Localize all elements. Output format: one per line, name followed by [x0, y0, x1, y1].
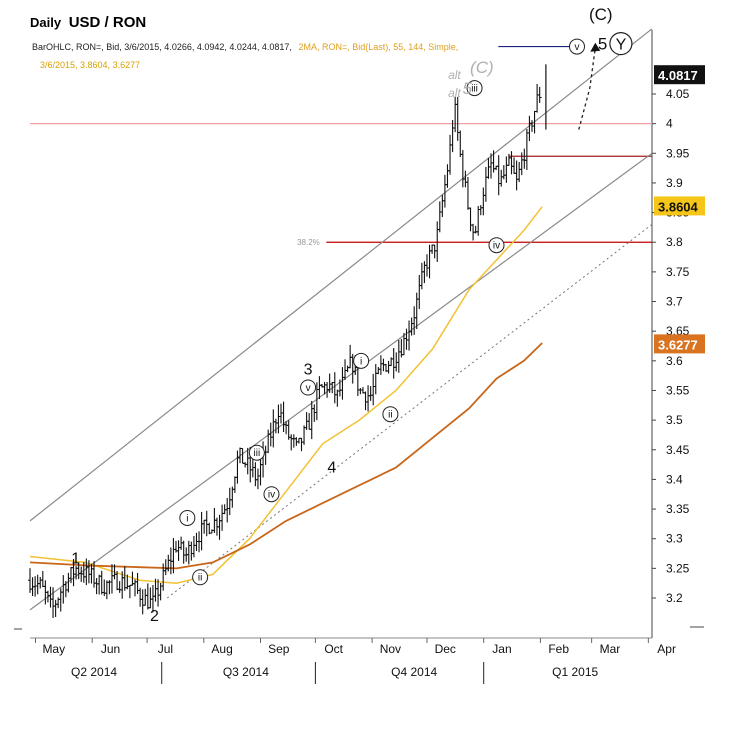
y-axis-tick-label: 3.5	[666, 413, 683, 427]
x-axis-month-label: May	[42, 642, 65, 656]
wave-label-circle	[179, 509, 196, 526]
major-wave-label: Y	[616, 37, 627, 54]
x-axis-month-label: Jan	[492, 642, 511, 656]
ma55-value-label-bg	[654, 196, 705, 216]
x-axis-quarter-label: Q2 2014	[71, 665, 117, 679]
wave-label: 1	[71, 550, 80, 567]
moving-average-144	[29, 342, 543, 570]
wave-label-circle	[248, 444, 265, 461]
ma144-value-label: 3.6277	[658, 337, 698, 352]
channel-upper-line	[29, 28, 653, 522]
wave-label: 4	[327, 460, 336, 477]
x-axis-month-label: Sep	[268, 642, 290, 656]
alternate-count-label: alt	[448, 68, 461, 82]
y-axis-tick-label: 3.7	[666, 295, 683, 309]
trend-dotted-line	[166, 224, 653, 599]
x-axis-quarter-label: Q4 2014	[391, 665, 437, 679]
projection-arrow-line	[578, 47, 596, 130]
wave-label-circled: iv	[268, 490, 275, 501]
x-axis-month-label: Jul	[158, 642, 173, 656]
wave-label-circle	[382, 406, 399, 423]
wave-label-circle	[263, 486, 280, 503]
y-axis-tick-label: 4	[666, 117, 673, 131]
y-axis-tick-label: 3.45	[666, 443, 690, 457]
x-axis-quarter-label: Q1 2015	[552, 665, 598, 679]
title-period: Daily	[30, 15, 62, 30]
wave-label-circle	[192, 569, 209, 586]
y-axis-tick-label: 4.05	[666, 87, 690, 101]
wave-label-circle	[466, 80, 483, 97]
ohlc-bars	[28, 64, 547, 618]
wave-label-circled: i	[186, 513, 188, 524]
wave-label-circled: iii	[254, 448, 261, 459]
x-axis-month-label: Mar	[600, 642, 621, 656]
x-axis-month-label: Feb	[548, 642, 569, 656]
wave-label-circled: i	[360, 356, 362, 367]
major-wave-label: 5	[598, 35, 607, 54]
major-wave-label: (C)	[589, 5, 613, 24]
y-axis-tick-label: 3.6	[666, 354, 683, 368]
wave-label: 3	[304, 362, 313, 379]
wave-label-circled: iv	[493, 241, 500, 252]
moving-average-55	[29, 206, 543, 584]
y-axis-tick-label: 3.8	[666, 235, 683, 249]
alternate-count-label: 5	[462, 79, 472, 98]
x-axis-month-label: Dec	[435, 642, 456, 656]
last-price-label: 4.0817	[658, 68, 698, 83]
chart-title: Daily USD / RON	[30, 14, 146, 31]
x-axis-quarter-label: Q3 2014	[223, 665, 269, 679]
legend-ma-values: 3/6/2015, 3.8604, 3.6277	[40, 60, 141, 70]
wave-label: 2	[150, 608, 159, 625]
ma144-value-label-bg	[654, 334, 705, 354]
wave-label-circled: v	[306, 383, 311, 394]
y-axis-tick-label: 3.75	[666, 265, 690, 279]
alternate-count-label: alt	[448, 86, 461, 100]
wave-label-circle	[568, 38, 585, 55]
x-axis-month-label: Apr	[657, 642, 676, 656]
last-price-label-bg	[654, 65, 705, 85]
wave-label-circle	[300, 379, 317, 396]
wave-label-circled: ii	[198, 573, 202, 584]
legend-ohlc-text: BarOHLC, RON=, Bid, 3/6/2015, 4.0266, 4.…	[32, 42, 292, 52]
channel-lower-line	[29, 152, 653, 611]
y-axis-tick-label: 3.2	[666, 591, 683, 605]
major-wave-circle	[609, 31, 633, 56]
projection-arrow-head	[590, 42, 601, 52]
wave-label-circled: iii	[471, 84, 478, 95]
y-axis-tick-label: 3.25	[666, 561, 690, 575]
fibonacci-label: 38.2%	[297, 238, 320, 247]
y-axis-tick-label: 3.95	[666, 146, 690, 160]
wave-label-circle	[488, 237, 505, 254]
y-axis-tick-label: 3.9	[666, 176, 683, 190]
wave-label-circled: ii	[388, 410, 392, 421]
x-axis-month-label: Oct	[324, 642, 343, 656]
wave-label-circled: v	[574, 42, 579, 53]
x-axis-month-label: Jun	[101, 642, 120, 656]
y-axis-tick-label: 3.4	[666, 472, 683, 486]
wave-label-circle	[353, 352, 370, 369]
y-axis-tick-label: 3.35	[666, 502, 690, 516]
ma55-value-label: 3.8604	[658, 199, 699, 214]
legend-ohlc: BarOHLC, RON=, Bid, 3/6/2015, 4.0266, 4.…	[32, 42, 458, 52]
alternate-count-label: (C)	[470, 58, 494, 77]
title-symbol: USD / RON	[68, 14, 147, 31]
x-axis-month-label: Nov	[380, 642, 401, 656]
legend-ma-text: 2MA, RON=, Bid(Last), 55, 144, Simple,	[298, 42, 459, 52]
y-axis-tick-label: 3.3	[666, 532, 683, 546]
x-axis-month-label: Aug	[211, 642, 232, 656]
y-axis-tick-label: 3.55	[666, 383, 690, 397]
